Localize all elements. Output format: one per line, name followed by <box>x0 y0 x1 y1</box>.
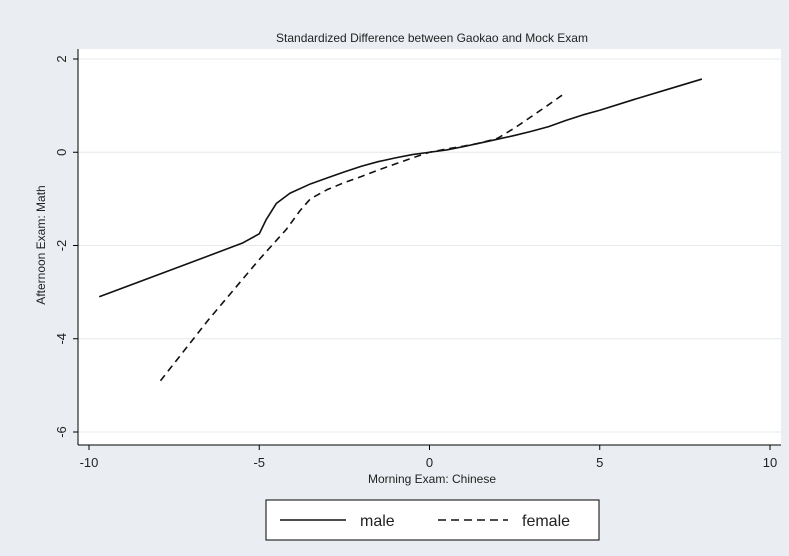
x-tick-label-2: 0 <box>426 455 433 470</box>
legend: male female <box>265 499 600 541</box>
y-tick-label-2: -2 <box>54 240 69 252</box>
x-tick-label-3: 5 <box>596 455 603 470</box>
x-tick-label-1: -5 <box>253 455 265 470</box>
y-tick-label-3: 0 <box>54 149 69 156</box>
series-line-male <box>98 78 703 298</box>
y-tick-label-0: -6 <box>54 426 69 438</box>
legend-label-female: female <box>522 513 570 530</box>
chart-title: Standardized Difference between Gaokao a… <box>276 31 588 45</box>
legend-label-male: male <box>360 513 395 530</box>
plot-area <box>78 49 781 445</box>
x-tick-label-4: 10 <box>763 455 777 470</box>
y-tick-label-1: -4 <box>54 333 69 345</box>
x-axis-title: Morning Exam: Chinese <box>368 472 496 486</box>
x-tick-label-0: -10 <box>80 455 99 470</box>
series-group <box>98 78 703 382</box>
ticks: -6 -4 -2 0 2 -10 -5 0 5 10 <box>54 55 777 470</box>
series-line-female <box>159 91 567 382</box>
y-tick-label-4: 2 <box>54 55 69 62</box>
y-axis-title: Afternoon Exam: Math <box>34 185 48 304</box>
